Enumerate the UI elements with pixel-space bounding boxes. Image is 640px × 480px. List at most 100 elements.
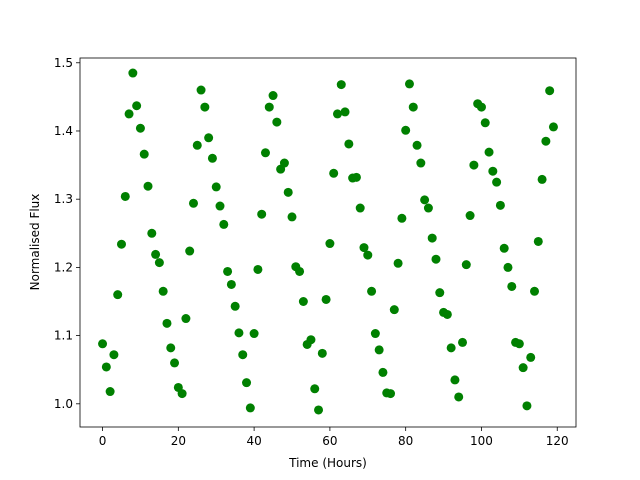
y-tick-label: 1.5 [54,56,73,70]
point [109,350,119,360]
point [480,118,490,128]
point [420,195,430,205]
point [279,158,289,168]
point [204,133,214,143]
point [268,91,278,101]
point [344,139,354,149]
point [170,358,180,368]
point [162,318,172,328]
point [503,262,513,272]
point [215,201,225,211]
point [537,174,547,184]
point [120,191,130,201]
point [541,136,551,146]
plot-frame [79,57,577,428]
point [132,101,142,111]
point [287,212,297,222]
x-tick-label: 100 [470,434,493,448]
point [139,149,149,159]
y-tick-label: 1.4 [54,124,73,138]
point [310,384,320,394]
point [226,279,236,289]
point [507,281,517,291]
point [128,68,138,78]
point [336,80,346,90]
point [458,337,468,347]
point [548,122,558,132]
point [264,102,274,112]
point [325,239,335,249]
point [321,294,331,304]
y-tick-label: 1.2 [54,260,73,274]
point [242,378,252,388]
point [253,264,263,274]
point [488,166,498,176]
point [389,305,399,315]
point [185,246,195,256]
point [427,233,437,243]
point [314,405,324,415]
point [431,254,441,264]
x-tick-label: 80 [398,434,413,448]
point [416,158,426,168]
point [306,335,316,345]
point [423,203,433,213]
point [245,403,255,413]
point [298,296,308,306]
point [363,250,373,260]
point [158,286,168,296]
point [397,213,407,223]
point [340,107,350,117]
point [386,389,396,399]
point [219,219,229,229]
point [116,239,126,249]
point [370,329,380,339]
point [435,288,445,298]
point [196,85,206,95]
point [484,147,494,157]
point [257,209,267,219]
point [188,198,198,208]
point [442,309,452,319]
point [499,243,509,253]
point [223,266,233,276]
point [359,243,369,253]
point [166,343,176,353]
point [135,123,145,133]
point [207,153,217,163]
point [234,328,244,338]
point [495,200,505,210]
y-tick-label: 1.1 [54,329,73,343]
point [522,401,532,411]
point [101,362,111,372]
point [124,109,134,119]
point [469,160,479,170]
x-tick-label: 40 [246,434,261,448]
point [412,140,422,150]
x-tick-label: 60 [322,434,337,448]
point [98,339,108,349]
point [530,286,540,296]
y-axis-label: Normalised Flux [28,194,42,291]
y-tick-label: 1.0 [54,397,73,411]
point [181,314,191,324]
x-tick-label: 120 [546,434,569,448]
point [533,236,543,246]
point [401,125,411,135]
point [378,367,388,377]
point [105,387,115,397]
point [329,168,339,178]
point [454,392,464,402]
point [230,301,240,311]
point [260,148,270,158]
point [151,249,161,259]
point [211,182,221,192]
point [238,350,248,360]
point [295,266,305,276]
x-tick-label: 20 [171,434,186,448]
point [113,290,123,300]
point [283,187,293,197]
point [461,260,471,270]
point [351,172,361,182]
